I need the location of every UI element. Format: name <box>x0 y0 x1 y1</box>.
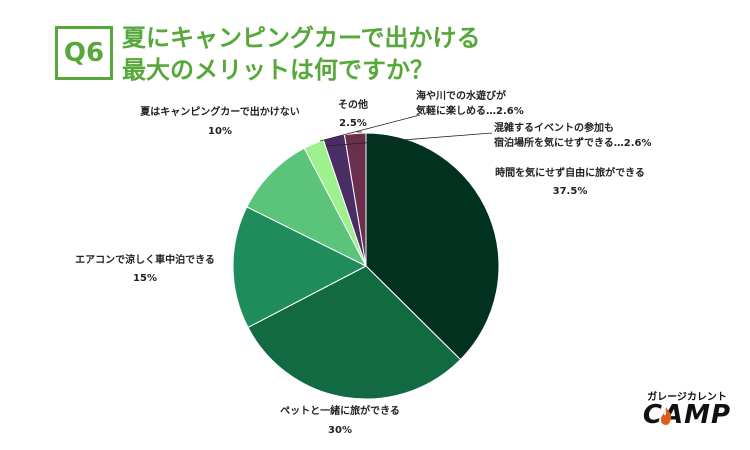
slice-value-free-travel: 37.5% <box>553 186 588 197</box>
question-title-line-2: 最大のメリットは何ですか？ <box>122 56 434 84</box>
slice-value-others: 2.5% <box>339 118 367 129</box>
slice-value-water-play: 気軽に楽しめる…2.6% <box>415 104 524 117</box>
slice-label-aircon: エアコンで涼しく車中泊できる <box>75 253 215 266</box>
slice-label-water-play: 海や川での水遊びが <box>416 89 507 102</box>
brand-logo-wordmark: CAMP <box>642 400 732 430</box>
leader-line-event <box>325 132 493 147</box>
pie-slices <box>232 132 500 400</box>
pie-slice-aircon <box>232 206 368 329</box>
slice-label-no-trip: 夏はキャンピングカーで出かけない <box>139 105 299 118</box>
slice-label-others: その他 <box>338 98 368 111</box>
slice-value-no-trip: 10% <box>208 126 232 137</box>
slice-label-event: 混雑するイベントの参加も <box>494 121 614 134</box>
slice-value-event: 宿泊場所を気にせずできる…2.6% <box>494 136 652 149</box>
question-title-line-1: 夏にキャンピングカーで出かける <box>122 24 481 52</box>
leader-lines <box>319 114 493 147</box>
slice-value-pets: 30% <box>328 425 352 436</box>
brand-logo-subtitle: ガレージカレント <box>647 392 727 403</box>
brand-logo: ガレージカレント CAMP <box>634 388 740 438</box>
question-title: 夏にキャンピングカーで出かける 最大のメリットは何ですか？ <box>122 22 481 86</box>
question-number-badge: Q6 <box>55 26 113 80</box>
slice-label-free-travel: 時間を気にせず自由に旅ができる <box>495 166 645 179</box>
leader-line-water-play <box>319 114 421 142</box>
slice-label-pets: ペットと一緒に旅ができる <box>280 404 400 417</box>
flame-icon <box>661 407 672 425</box>
pie-slice-free-travel <box>365 132 500 361</box>
pie-slice-pets <box>247 265 462 400</box>
pie-slice-no-trip <box>246 147 368 268</box>
slice-value-aircon: 15% <box>133 273 157 284</box>
